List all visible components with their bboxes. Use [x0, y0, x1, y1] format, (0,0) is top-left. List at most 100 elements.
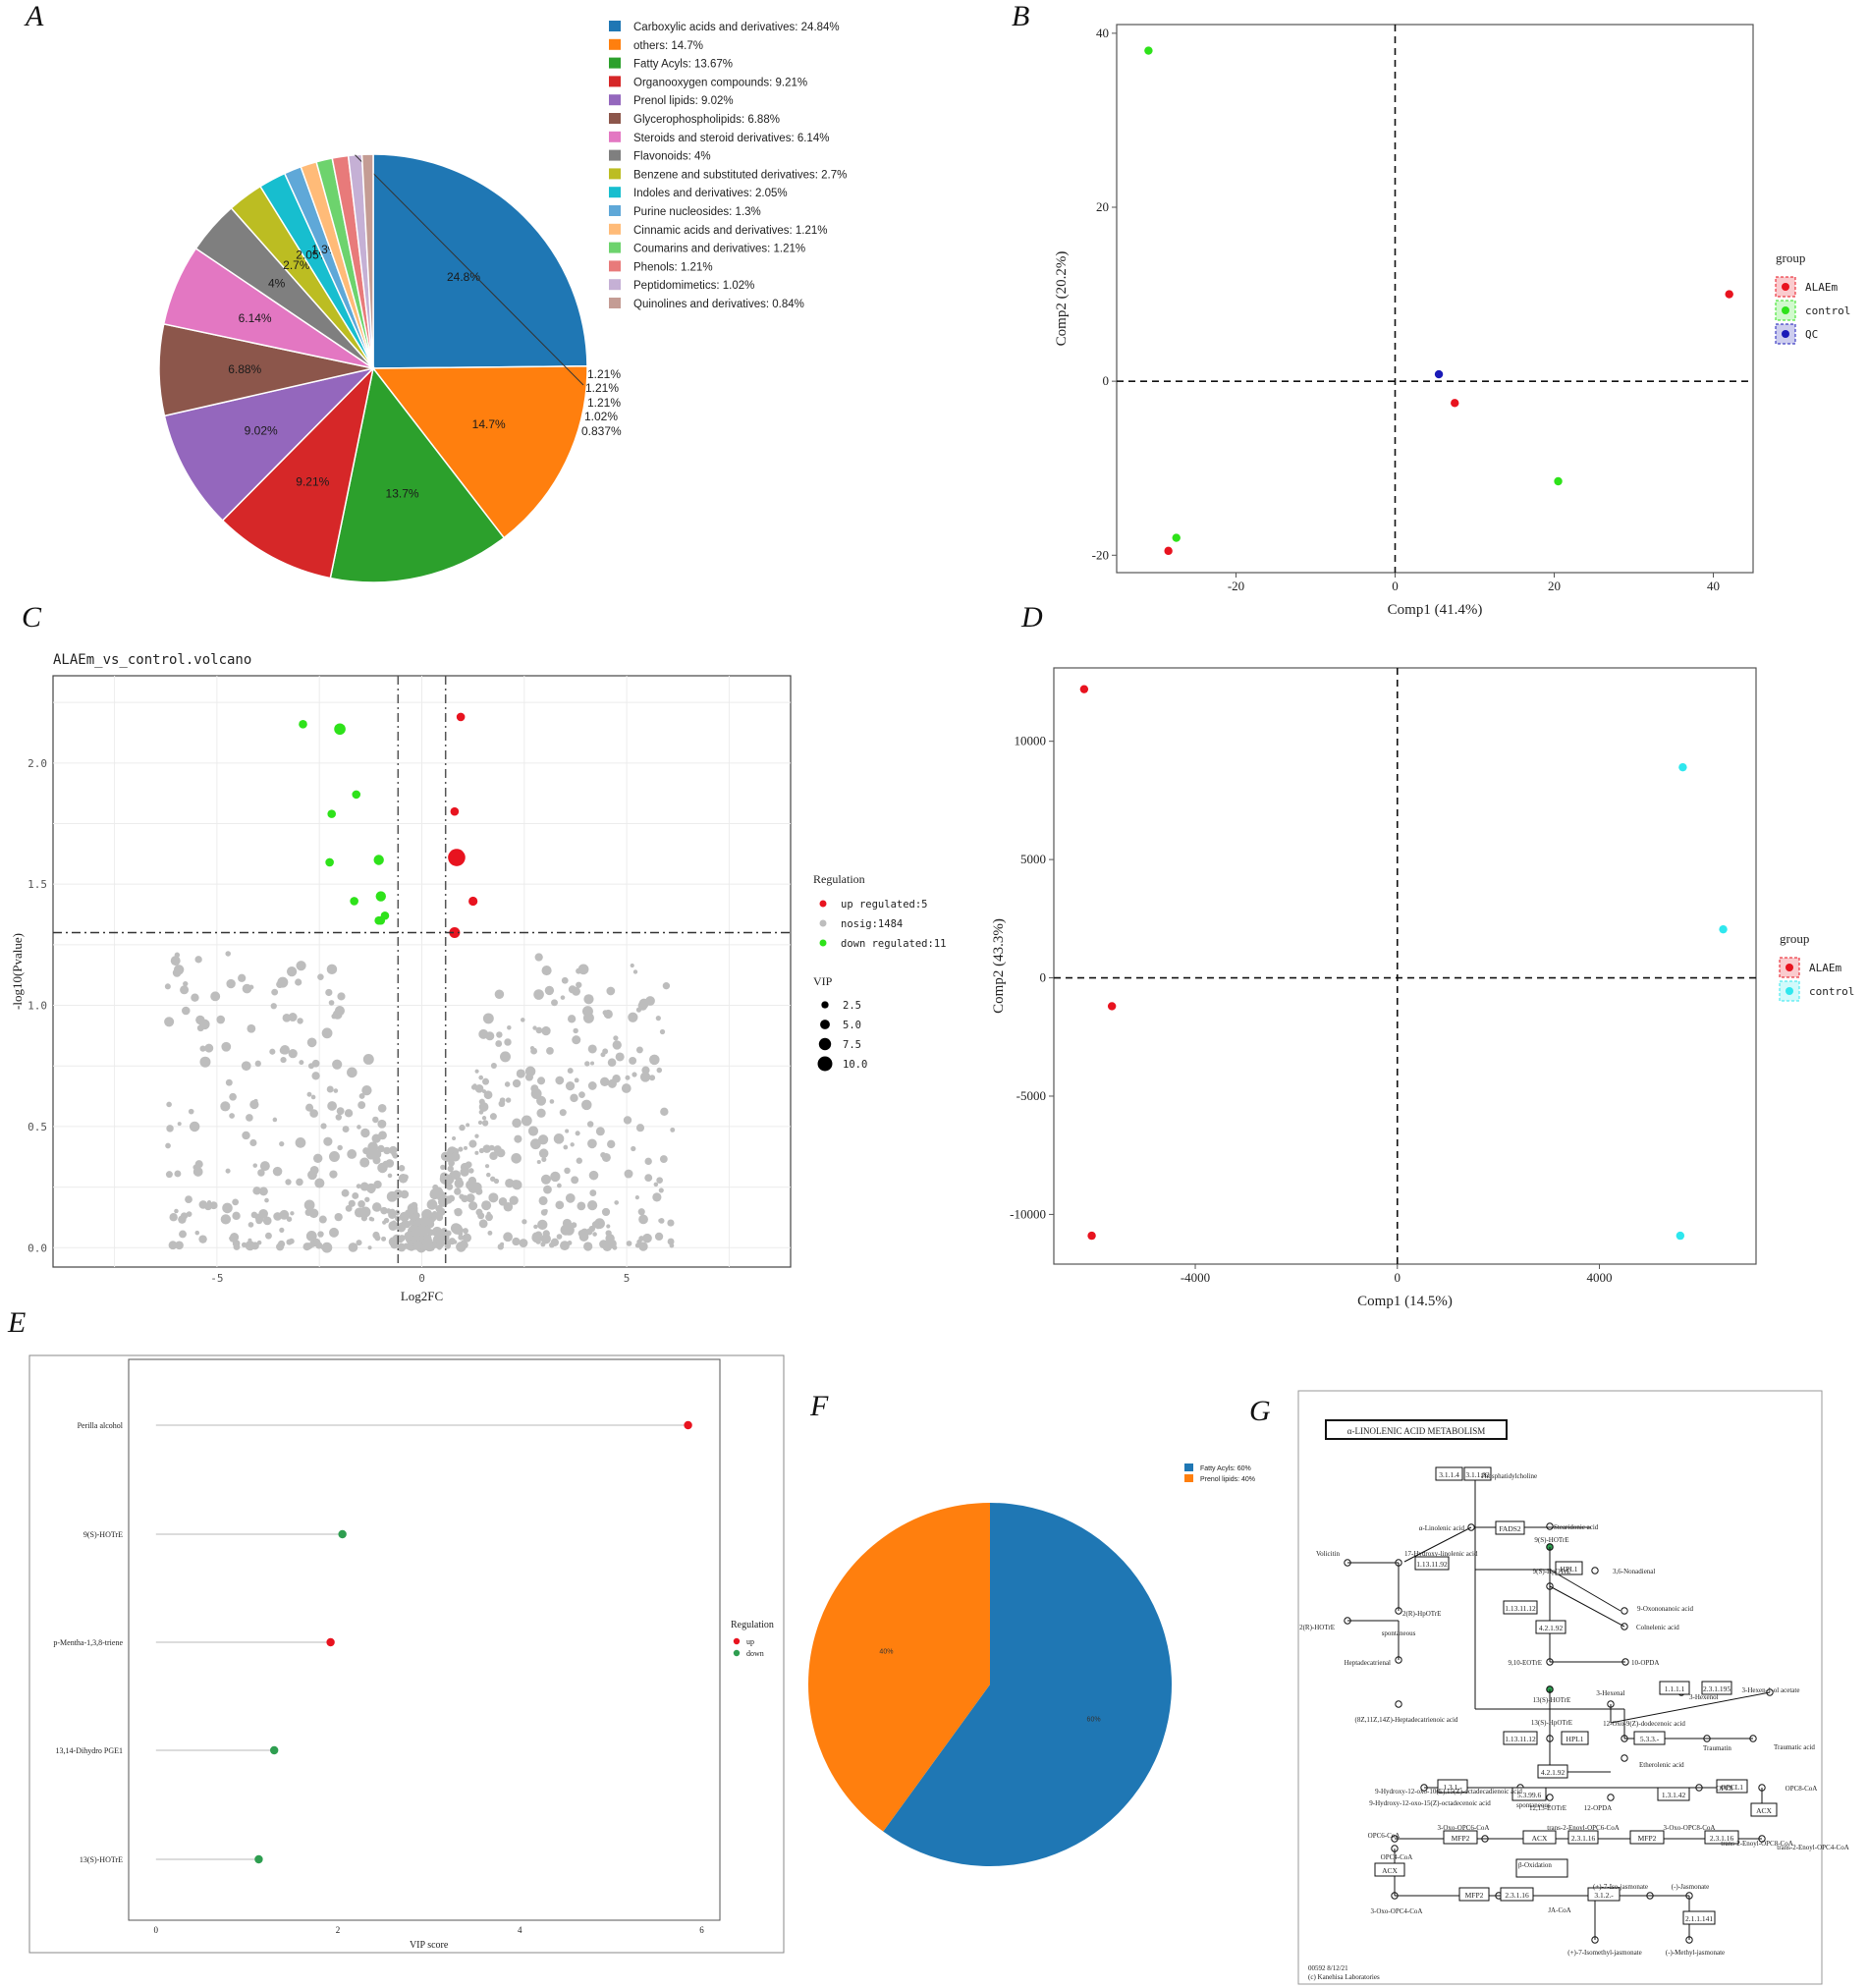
nosig-point: [522, 1219, 527, 1225]
compound-label: 2(R)-HpOTrE: [1402, 1610, 1441, 1618]
legend-swatch: [609, 38, 621, 50]
compound-node: [1621, 1607, 1628, 1615]
nosig-point: [481, 1200, 492, 1211]
enzyme-box: [1633, 1731, 1666, 1745]
nosig-point: [543, 1209, 548, 1214]
x-tick-label: 20: [1548, 579, 1561, 593]
enzyme-box: [1535, 1620, 1566, 1634]
category-label: p-Mentha-1,3,8-triene: [53, 1638, 123, 1647]
nosig-point: [512, 1118, 522, 1129]
nosig-point: [577, 964, 589, 975]
nosig-point: [305, 1231, 317, 1242]
nosig-point: [448, 1159, 455, 1167]
nosig-point: [382, 1220, 387, 1225]
slice-label: 1.21%: [587, 367, 621, 381]
nosig-point: [484, 1164, 490, 1169]
nosig-point: [247, 1222, 254, 1228]
nosig-point: [466, 1193, 475, 1203]
nosig-point: [626, 1241, 632, 1246]
enzyme-box: [1657, 1787, 1690, 1801]
nosig-point: [482, 1144, 492, 1153]
nosig-point: [468, 1139, 477, 1148]
nosig-point: [303, 1199, 315, 1211]
legend-title: Regulation: [731, 1620, 774, 1630]
x-axis-label: Comp1 (41.4%): [1388, 602, 1483, 618]
nosig-point: [572, 1035, 581, 1045]
x-tick-label: 5: [624, 1272, 631, 1285]
nosig-point: [258, 1208, 268, 1219]
nosig-point: [623, 1116, 632, 1125]
legend-label: Glycerophospholipids: 6.88%: [633, 114, 780, 126]
nosig-point: [537, 1219, 548, 1231]
nosig-point: [318, 1215, 327, 1224]
nosig-point: [367, 1245, 372, 1250]
nosig-point: [381, 1236, 387, 1242]
nosig-point: [165, 1142, 171, 1149]
y-tick-label: 5000: [1020, 852, 1046, 866]
compound-label: Traumatic acid: [1774, 1743, 1815, 1751]
nosig-point: [652, 1192, 662, 1202]
nosig-point: [431, 1242, 438, 1249]
compound-label: Colnelenic acid: [1636, 1624, 1679, 1631]
nosig-point: [286, 1216, 293, 1222]
nosig-point: [505, 1097, 512, 1103]
legend-label: others: 14.7%: [633, 40, 703, 52]
panel-label-e: E: [8, 1306, 27, 1339]
nosig-point: [463, 1228, 468, 1235]
legend-label: Purine nucleosides: 1.3%: [633, 206, 761, 218]
compound-label: Etherolenic acid: [1639, 1761, 1684, 1769]
enzyme-label: 1.13.11.12: [1505, 1735, 1536, 1743]
pie-slice: [883, 1503, 1172, 1866]
compound-label: 3-Oxo-OPC4-CoA: [1371, 1907, 1423, 1915]
y-tick-label: 0.0: [27, 1242, 47, 1254]
nosig-point: [482, 1013, 494, 1024]
nosig-point: [335, 1114, 343, 1121]
x-axis-label: Log2FC: [401, 1289, 443, 1303]
nosig-point: [232, 1198, 240, 1206]
enzyme-label: ACX: [1382, 1866, 1398, 1875]
nosig-point: [272, 1166, 283, 1177]
nosig-point: [320, 1244, 325, 1249]
enzyme-label: HPL1: [1561, 1565, 1578, 1574]
nosig-point: [249, 1099, 259, 1110]
x-tick-label: 6: [699, 1925, 704, 1935]
nosig-point: [628, 1012, 638, 1022]
nosig-point: [295, 978, 302, 986]
nosig-point: [615, 1052, 625, 1062]
enzyme-label: HPL1: [1566, 1735, 1584, 1743]
nosig-point: [383, 1146, 391, 1155]
nosig-point: [567, 1015, 577, 1023]
nosig-point: [356, 1184, 361, 1189]
nosig-point: [408, 1231, 413, 1237]
nosig-point: [345, 1204, 353, 1212]
compound-label: OPC8: [1716, 1785, 1733, 1793]
compound-label: Phosphatidylcholine: [1481, 1472, 1537, 1480]
x-tick-label: -5: [210, 1272, 223, 1285]
pie-chart-f: 60% 40% Fatty Acyls: 60% Prenol lipids: 40%: [808, 1463, 1255, 1866]
nosig-point: [670, 1127, 676, 1132]
compound-label: Stearidonic acid: [1554, 1523, 1599, 1531]
nosig-point: [478, 1219, 488, 1229]
nosig-point: [307, 1063, 314, 1070]
nosig-point: [565, 1081, 576, 1091]
up-point: [448, 849, 466, 866]
legend-dot: [1782, 283, 1789, 291]
down-point: [374, 915, 383, 925]
nosig-point: [478, 1075, 484, 1080]
reaction-edge: [1610, 1691, 1771, 1724]
data-point: [1079, 685, 1089, 693]
nosig-point: [417, 1224, 427, 1234]
enzyme-box: [1629, 1830, 1665, 1845]
nosig-point: [612, 1040, 622, 1050]
compound-label: trans-2-Enoyl-OPC4-CoA: [1777, 1844, 1849, 1851]
enzyme-box: [1537, 1764, 1568, 1779]
nosig-point: [259, 1161, 270, 1172]
plot-frame: [128, 1358, 721, 1921]
size-legend-label: 5.0: [843, 1020, 861, 1031]
pie-chart-a: 24.8%14.7%13.7%9.21%9.02%6.88%6.14%4%2.7…: [158, 21, 847, 583]
legend-swatch: [609, 57, 621, 69]
nosig-point: [164, 1017, 175, 1027]
nosig-point: [496, 1031, 503, 1038]
compound-label: 9-Hydroxy-12-oxo-15(Z)-octadecenoic acid: [1369, 1799, 1491, 1807]
enzyme-label: 1.1.1.1: [1665, 1684, 1685, 1693]
